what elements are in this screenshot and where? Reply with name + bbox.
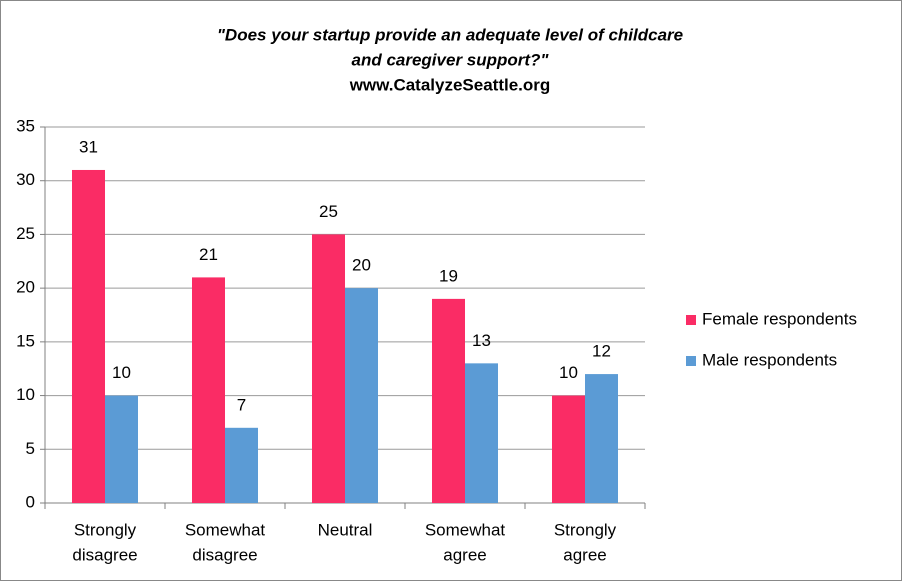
chart-title: "Does your startup provide an adequate l… [217,25,683,44]
x-tick-label: Strongly [74,520,137,539]
bar [72,169,105,503]
x-tick-label: Somewhat [425,520,506,539]
bar [432,298,465,503]
bar [105,395,138,503]
y-tick-label: 0 [26,492,35,511]
data-label: 25 [319,202,338,221]
chart-title: and caregiver support?" [352,50,550,69]
data-label: 21 [199,245,218,264]
x-tick-label: disagree [72,545,137,564]
data-label: 12 [592,342,611,361]
y-tick-label: 10 [16,385,35,404]
x-tick-label: Neutral [318,520,373,539]
data-label: 7 [237,395,246,414]
x-tick-label: agree [443,545,486,564]
legend-label: Female respondents [702,309,857,328]
x-tick-label: agree [563,545,606,564]
legend-label: Male respondents [702,350,837,369]
bar [552,395,585,503]
y-tick-label: 20 [16,278,35,297]
x-tick-label: disagree [192,545,257,564]
x-tick-label: Strongly [554,520,617,539]
x-tick-label: Somewhat [185,520,266,539]
bar [225,427,258,503]
y-tick-label: 15 [16,331,35,350]
y-tick-label: 25 [16,224,35,243]
data-label: 13 [472,331,491,350]
data-label: 10 [559,363,578,382]
legend-swatch [686,315,696,325]
y-tick-label: 35 [16,116,35,135]
y-tick-label: 30 [16,170,35,189]
data-label: 19 [439,266,458,285]
data-label: 20 [352,256,371,275]
data-label: 31 [79,137,98,156]
bar [585,374,618,503]
chart-subtitle: www.CatalyzeSeattle.org [349,75,551,94]
bar [465,363,498,503]
legend-swatch [686,356,696,366]
data-label: 10 [112,363,131,382]
bar [312,234,345,503]
bar [345,288,378,503]
y-tick-label: 5 [26,439,35,458]
bar [192,277,225,503]
